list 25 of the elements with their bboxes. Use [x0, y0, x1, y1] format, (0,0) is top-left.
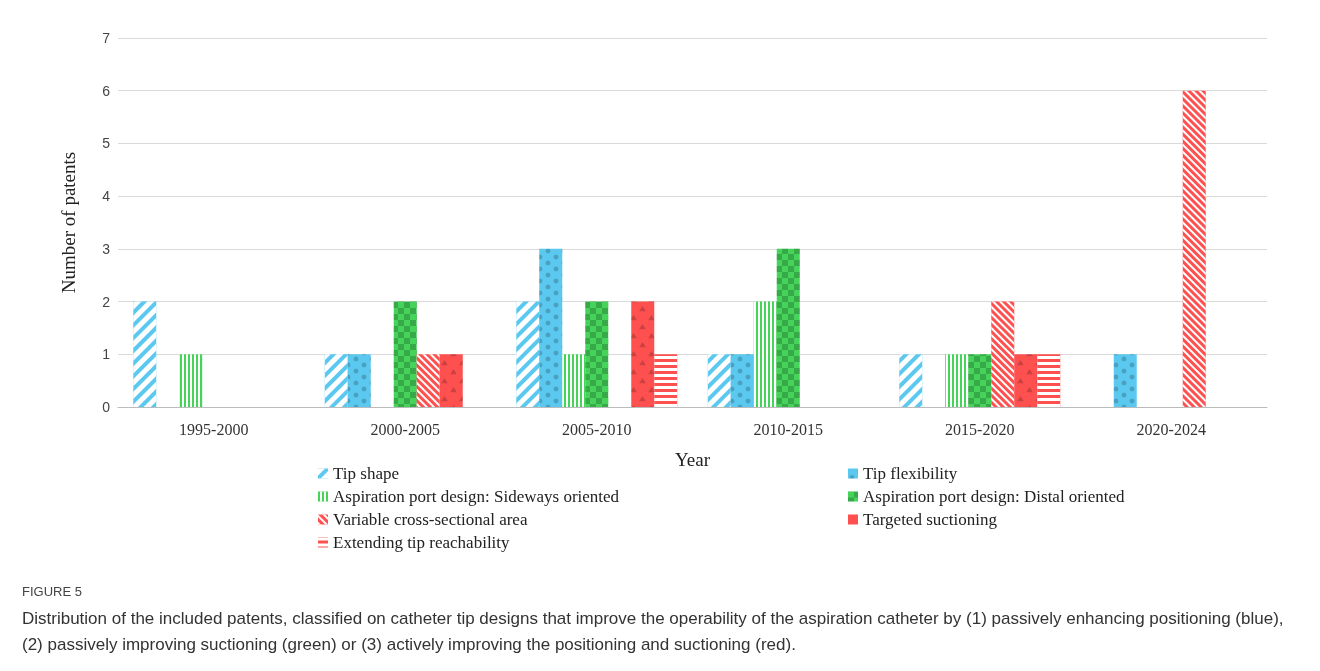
legend-label: Targeted suctioning — [863, 510, 998, 529]
legend-label: Tip flexibility — [863, 464, 958, 483]
x-tick-label: 2005-2010 — [562, 420, 632, 438]
legend-label: Tip shape — [333, 464, 399, 483]
y-tick-label: 4 — [102, 188, 111, 205]
y-tick-label: 0 — [102, 399, 111, 415]
x-tick-label: 2000-2005 — [370, 420, 440, 438]
x-tick-label: 1995-2000 — [179, 420, 249, 438]
legend-label: Aspiration port design: Distal oriented — [863, 487, 1126, 506]
legend-label: Aspiration port design: Sideways oriented — [333, 487, 620, 506]
legend-label: Variable cross-sectional area — [333, 510, 528, 529]
x-axis-title: Year — [674, 449, 711, 470]
y-tick-label: 1 — [102, 346, 111, 363]
y-tick-label: 2 — [102, 293, 111, 310]
y-tick-label: 3 — [102, 240, 111, 257]
caption: FIGURE 5 — [22, 583, 82, 599]
text: Distribution of the included patents, classified on catheter tip designs that improve the operability of the aspiration catheter by (1) passively enhancing positioning (blue), (2) passively improving suctioning (green) or (3) actively improving the positioning and suctioning (red). — [22, 608, 1289, 654]
y-tick-label: 5 — [102, 135, 111, 152]
x-tick-label: 2015-2020 — [945, 420, 1015, 438]
y-axis-title: Number of patents — [58, 151, 79, 294]
y-tick-label: 7 — [102, 30, 111, 46]
legend-label: Extending tip reachability — [333, 533, 511, 552]
y-tick-label: 6 — [102, 82, 111, 99]
x-tick-label: 2020-2024 — [1136, 420, 1206, 438]
x-tick-label: 2010-2015 — [753, 420, 823, 438]
